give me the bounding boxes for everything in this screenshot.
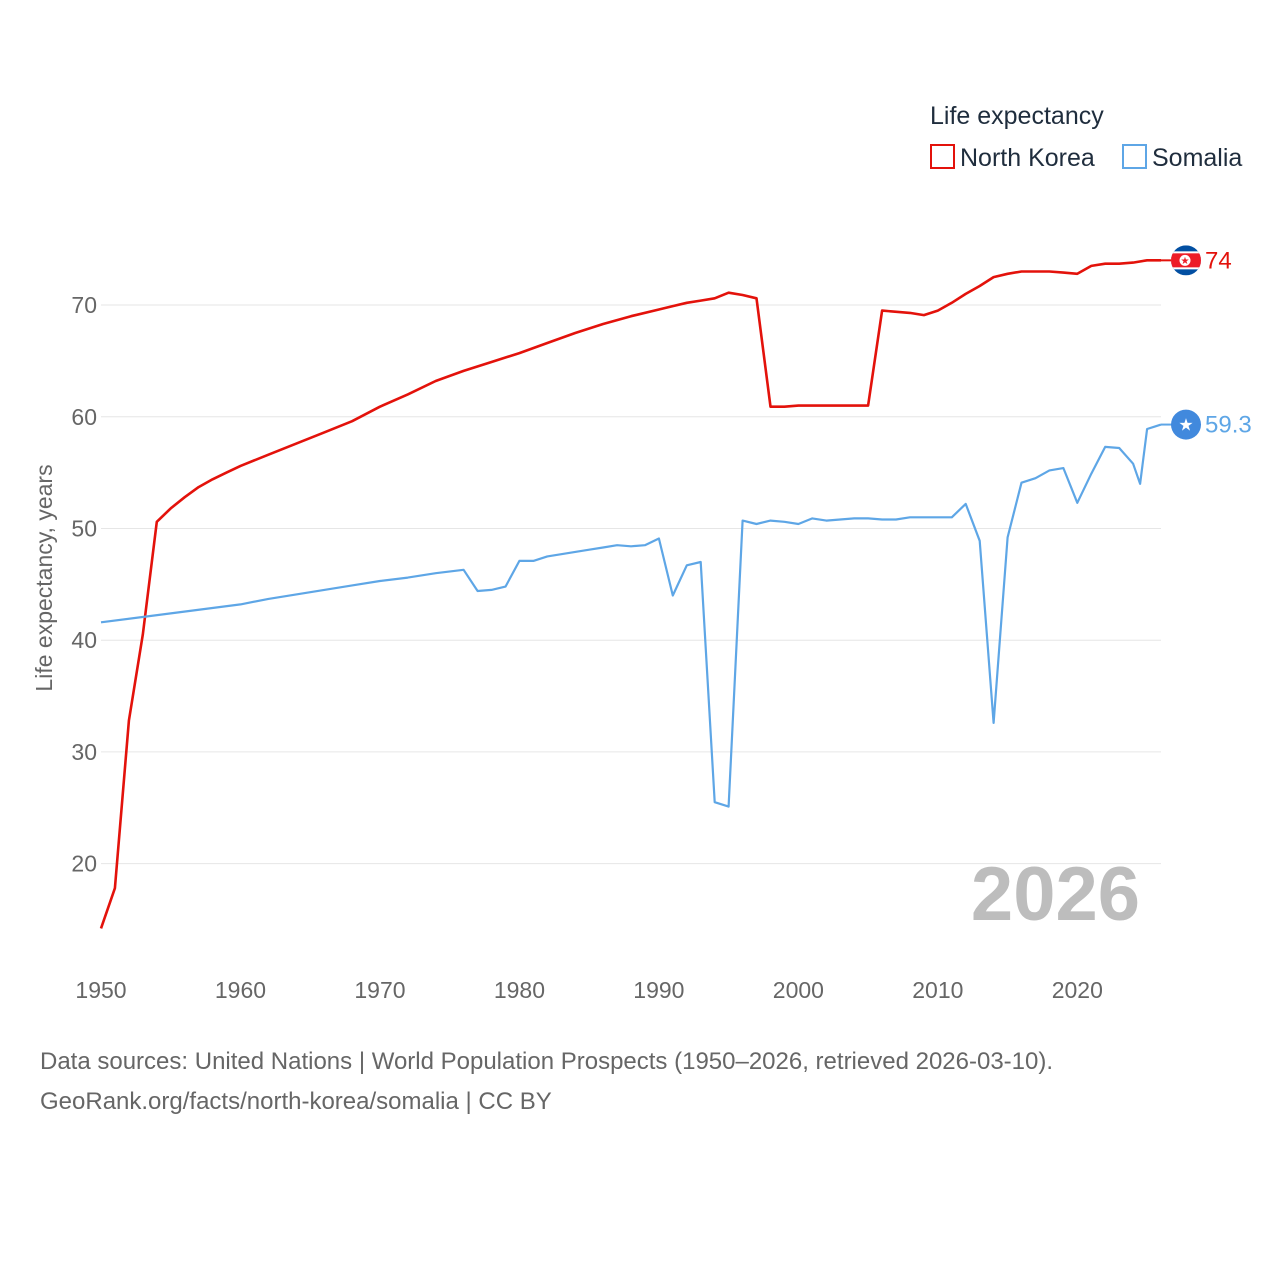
legend: Life expectancy North Korea Somalia (930, 102, 1242, 172)
x-axis: 1950 1960 1970 1980 1990 2000 2010 2020 (75, 977, 1102, 1003)
y-axis-title: Life expectancy, years (31, 464, 57, 691)
x-tick-label-2000: 2000 (773, 977, 824, 1003)
y-tick-label-30: 30 (71, 739, 97, 765)
x-tick-label-2010: 2010 (912, 977, 963, 1003)
x-tick-label-2020: 2020 (1052, 977, 1103, 1003)
series-lines (99, 259, 1162, 929)
legend-swatch-north-korea (930, 144, 955, 169)
x-tick-label-1990: 1990 (633, 977, 684, 1003)
x-tick-label-1970: 1970 (354, 977, 405, 1003)
grid (101, 304, 1161, 865)
source-note: Data sources: United Nations | World Pop… (40, 1042, 1260, 1122)
legend-item-north-korea[interactable]: North Korea (930, 144, 1095, 172)
series-line-north-korea[interactable] (99, 259, 1161, 929)
svg-text:★: ★ (1181, 256, 1190, 267)
y-tick-label-70: 70 (71, 292, 97, 318)
y-tick-label-60: 60 (71, 404, 97, 430)
legend-title: Life expectancy (930, 102, 1104, 130)
end-value-label-somalia: 59.3 (1205, 412, 1252, 439)
y-tick-label-50: 50 (71, 515, 97, 541)
y-tick-label-40: 40 (71, 627, 97, 653)
legend-item-somalia[interactable]: Somalia (1122, 144, 1242, 172)
legend-swatch-somalia (1122, 144, 1147, 169)
somalia-flag-icon: ★ (1171, 409, 1201, 440)
y-axis: 20 30 40 50 60 70 (71, 292, 97, 877)
series-line-somalia[interactable] (100, 423, 1162, 808)
north-korea-flag-icon: ★ (1171, 245, 1201, 276)
legend-label-somalia: Somalia (1152, 144, 1242, 172)
x-tick-label-1950: 1950 (75, 977, 126, 1003)
x-tick-label-1960: 1960 (215, 977, 266, 1003)
legend-label-north-korea: North Korea (960, 144, 1095, 172)
x-tick-label-1980: 1980 (494, 977, 545, 1003)
svg-text:★: ★ (1178, 416, 1193, 435)
life-expectancy-chart: 20 30 40 50 60 70 1950 1960 1970 1980 1990 2000 201… (31, 102, 1252, 1003)
y-tick-label-20: 20 (71, 851, 97, 877)
source-line-1: Data sources: United Nations | World Pop… (40, 1048, 1054, 1075)
year-watermark: 2026 (971, 852, 1140, 937)
series-end-markers: ★ 74 ★ 59.3 (1161, 245, 1252, 440)
source-line-2[interactable]: GeoRank.org/facts/north-korea/somalia | … (40, 1088, 552, 1115)
end-value-label-north-korea: 74 (1205, 247, 1232, 274)
